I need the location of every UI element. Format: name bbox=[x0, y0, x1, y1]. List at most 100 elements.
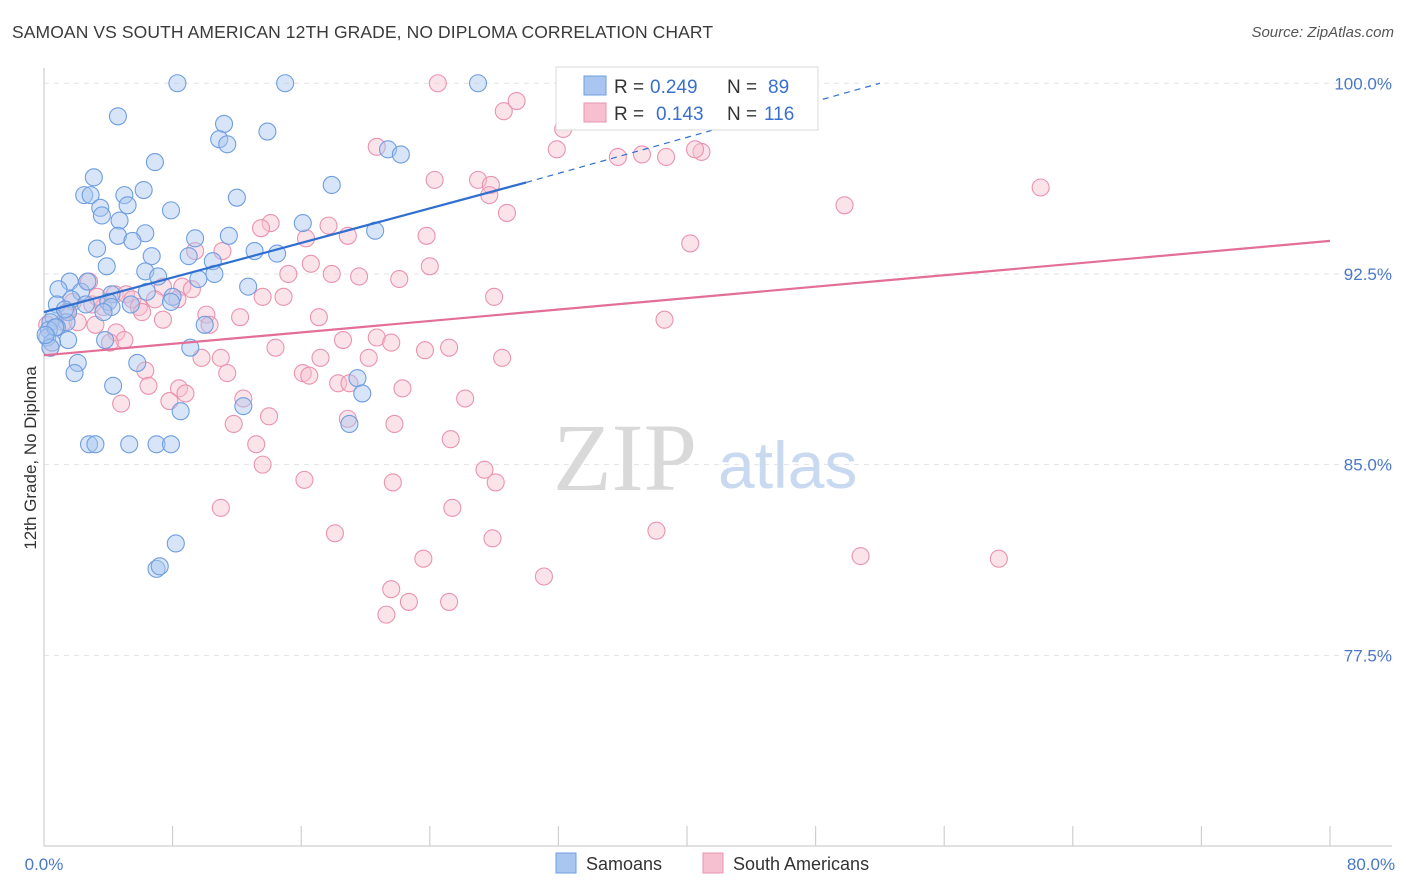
south-americans-point bbox=[377, 605, 396, 624]
south-americans-point bbox=[534, 567, 553, 586]
samoans-point bbox=[161, 435, 181, 454]
south-americans-point bbox=[224, 414, 243, 433]
south-americans-point bbox=[497, 203, 517, 222]
south-americans-point bbox=[414, 549, 433, 568]
south-americans-point bbox=[657, 147, 676, 167]
samoans-point bbox=[92, 206, 111, 225]
samoans-point bbox=[276, 74, 295, 93]
south-americans-point bbox=[485, 287, 504, 306]
south-americans-point bbox=[86, 315, 105, 334]
south-americans-point bbox=[139, 376, 158, 395]
south-americans-point bbox=[333, 330, 353, 350]
south-americans-point bbox=[359, 348, 378, 367]
south-americans-point bbox=[483, 529, 502, 548]
samoans-point bbox=[137, 282, 156, 301]
samoans-point bbox=[145, 153, 164, 172]
south-americans-point bbox=[279, 264, 298, 283]
south-americans-point bbox=[231, 308, 250, 327]
samoans-point bbox=[104, 376, 123, 395]
south-americans-point bbox=[112, 394, 131, 413]
south-americans-point bbox=[608, 147, 627, 167]
x-axis-ticks bbox=[172, 826, 1331, 846]
samoans-point bbox=[46, 318, 65, 337]
samoans-point bbox=[110, 211, 129, 230]
samoans-point bbox=[81, 186, 100, 205]
samoans-point bbox=[96, 330, 115, 350]
south-americans-point bbox=[475, 460, 494, 479]
south-americans-point bbox=[681, 234, 700, 253]
samoans-point bbox=[118, 196, 137, 215]
south-americans-trend-line bbox=[43, 239, 1331, 357]
bottom-legend-label-south-americans: South Americans bbox=[733, 854, 869, 874]
samoans-point bbox=[179, 247, 198, 266]
samoans-point bbox=[168, 74, 187, 93]
south-americans-point bbox=[367, 328, 386, 347]
samoans-point bbox=[186, 229, 205, 248]
samoans-point bbox=[65, 364, 84, 383]
south-americans-point bbox=[100, 333, 119, 352]
south-americans-point bbox=[440, 338, 459, 357]
south-americans-point bbox=[480, 186, 499, 205]
south-americans-point bbox=[399, 592, 418, 611]
south-americans-point bbox=[493, 348, 512, 367]
south-americans-point bbox=[211, 348, 230, 367]
samoans-point bbox=[121, 295, 140, 314]
samoans-point bbox=[142, 247, 161, 266]
samoans-point bbox=[219, 226, 238, 245]
south-americans-point bbox=[851, 547, 870, 566]
y-tick-label: 92.5% bbox=[1344, 265, 1392, 284]
south-americans-point bbox=[417, 226, 436, 245]
south-americans-point bbox=[218, 364, 237, 383]
y-tick-label: 77.5% bbox=[1344, 646, 1392, 665]
south-americans-point bbox=[367, 137, 386, 156]
samoans-point bbox=[195, 315, 214, 334]
samoans-point bbox=[353, 384, 372, 403]
samoans-point bbox=[468, 74, 488, 93]
watermark-zip: ZIP bbox=[553, 404, 697, 511]
south-americans-point bbox=[266, 338, 285, 357]
samoans-point bbox=[99, 292, 118, 311]
chart-title: SAMOAN VS SOUTH AMERICAN 12TH GRADE, NO … bbox=[12, 22, 714, 42]
samoans-point bbox=[79, 435, 99, 454]
samoans-point bbox=[171, 402, 190, 421]
trend-lines bbox=[43, 82, 1331, 357]
samoans-point bbox=[55, 300, 74, 319]
samoans-trend-line bbox=[43, 181, 527, 314]
correlation-legend: R = 0.249 N = 89 R = 0.143 N = 116 bbox=[555, 66, 819, 131]
samoans-point bbox=[120, 435, 139, 454]
south-americans-point bbox=[251, 219, 271, 238]
south-americans-point bbox=[176, 384, 195, 403]
samoans-point bbox=[84, 168, 103, 187]
samoans-point bbox=[391, 145, 410, 164]
south-americans-point bbox=[655, 310, 674, 329]
south-americans-point bbox=[153, 310, 173, 329]
south-americans-point bbox=[382, 580, 401, 599]
south-americans-point bbox=[443, 498, 462, 517]
south-americans-point bbox=[261, 214, 280, 233]
samoans-point bbox=[150, 557, 169, 576]
legend-n-value-south-americans: 116 bbox=[764, 104, 794, 125]
samoans-point bbox=[239, 277, 258, 296]
south-americans-point bbox=[192, 348, 211, 367]
south-americans-point bbox=[383, 473, 402, 492]
legend-n-value-samoans: 89 bbox=[768, 77, 789, 98]
south-americans-point bbox=[211, 498, 230, 517]
x-tick-label-min: 0.0% bbox=[25, 855, 64, 874]
watermark-atlas: atlas bbox=[718, 428, 857, 502]
south-americans-point bbox=[425, 170, 444, 189]
south-americans-point bbox=[300, 366, 319, 385]
samoans-point bbox=[161, 292, 181, 311]
samoans-point bbox=[214, 114, 234, 133]
south-americans-point bbox=[486, 473, 505, 492]
legend-r-label-south-americans: R = bbox=[614, 104, 644, 125]
samoans-point bbox=[75, 186, 94, 205]
south-americans-point bbox=[160, 392, 179, 411]
samoans-point bbox=[115, 186, 134, 205]
south-americans-point bbox=[420, 257, 439, 276]
legend-swatch-south-americans bbox=[583, 102, 607, 123]
samoans-point bbox=[293, 214, 312, 233]
south-americans-point bbox=[382, 333, 401, 352]
samoans-point bbox=[108, 107, 127, 126]
south-americans-point bbox=[989, 549, 1008, 568]
